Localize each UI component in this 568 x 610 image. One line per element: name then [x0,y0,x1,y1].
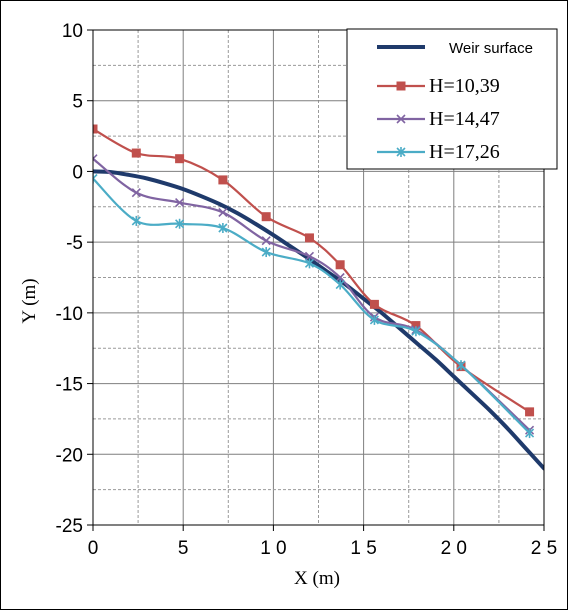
x-tick-label: 5 [178,538,189,559]
x-axis-title: X (m) [294,568,340,589]
x-tick-label: 0 [88,538,99,559]
x-tick-label: 2 5 [531,538,557,559]
data-point-h-14-47 [304,251,315,261]
data-point-h-17-26 [175,218,185,229]
data-point-h-17-26 [525,428,535,439]
data-point-h-10-39 [93,124,98,134]
data-point-h-17-26 [131,215,141,226]
data-point-h-17-26 [456,360,466,371]
data-point-h-14-47 [218,207,228,218]
y-axis-title: Y (m) [19,278,40,323]
data-point-h-10-39 [175,154,185,164]
legend-marker-h-10-39 [396,81,406,91]
data-point-h-10-39 [304,233,314,243]
data-point-h-14-47 [335,272,345,283]
data-point-h-17-26 [411,326,421,337]
x-tick-label: 1 5 [350,538,376,559]
x-tick-label: 1 0 [260,538,286,559]
legend-label-h-14-47: H=14,47 [429,108,500,130]
data-point-h-17-26 [218,223,228,233]
data-point-h-17-26 [369,314,379,325]
series-weir-surface [93,169,544,471]
data-point-h-17-26 [335,279,345,290]
legend-label-h-17-26: H=17,26 [429,141,500,163]
series-line-h-17-26 [93,177,531,435]
data-point-h-10-39 [525,407,535,417]
y-tick-label: -5 [66,233,83,254]
data-point-h-17-26 [261,247,271,258]
data-point-h-10-39 [261,212,271,222]
data-point-h-10-39 [335,260,345,270]
data-point-h-17-26 [304,258,315,269]
y-tick-label: 0 [72,162,83,183]
data-point-h-10-39 [218,175,228,185]
series-line-weir-surface [93,169,544,471]
data-point-h-10-39 [131,148,141,158]
data-point-h-17-26 [93,173,98,184]
series-h-14-47 [93,154,535,435]
legend-label-weir-surface: Weir surface [449,40,533,57]
x-tick-label: 2 0 [441,538,467,559]
data-point-h-14-47 [93,154,98,164]
series-h-17-26 [93,173,535,439]
y-tick-label: -25 [56,516,83,537]
data-point-h-14-47 [131,188,141,198]
y-tick-label: 5 [72,92,83,113]
data-point-h-14-47 [175,197,185,208]
legend-marker-h-17-26 [396,147,406,157]
y-tick-label: 10 [62,21,83,42]
y-tick-label: -20 [56,445,83,466]
data-point-h-14-47 [261,236,271,246]
y-tick-label: -10 [56,304,83,325]
series-line-h-14-47 [93,157,531,432]
legend-marker-h-14-47 [396,114,406,124]
legend-label-h-10-39: H=10,39 [429,75,500,97]
data-point-h-10-39 [369,299,379,309]
y-tick-label: -15 [56,375,83,396]
legend-box [346,28,558,170]
plot-area-border [92,29,545,526]
